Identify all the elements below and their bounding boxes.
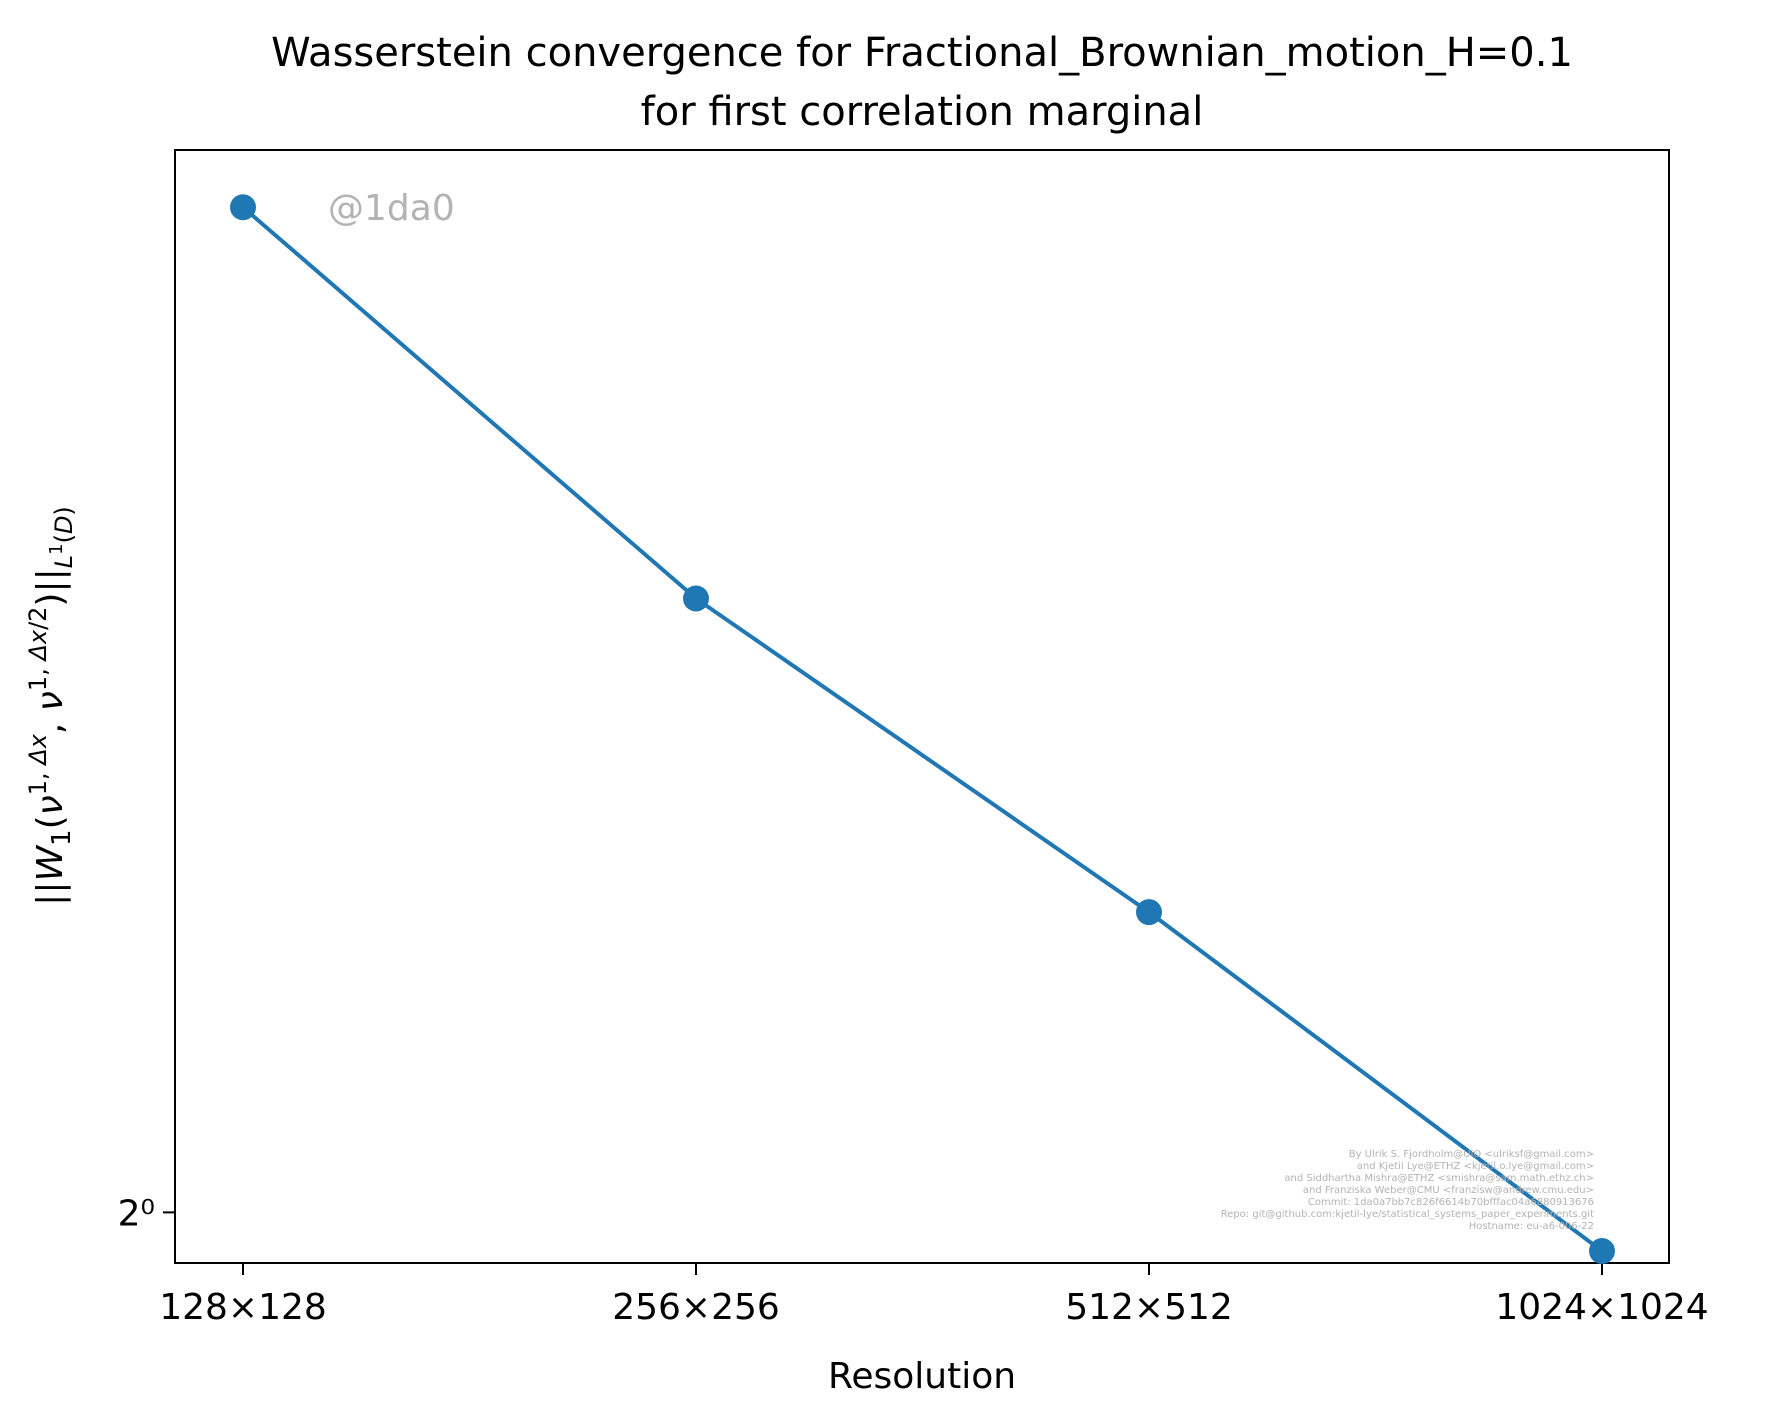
watermark-text: @1da0 [328,188,455,229]
x-axis-label: Resolution [828,1356,1016,1397]
data-point [230,194,256,221]
y-tick-label: 2⁰ [118,1193,155,1234]
x-tick-label: 128×128 [159,1287,327,1328]
credit-line: and Siddhartha Mishra@ETHZ <smishra@sam.… [1284,1173,1594,1184]
y-axis-ticks: 2⁰ [118,1193,175,1234]
data-point [1589,1238,1615,1265]
data-point [1136,899,1162,926]
chart-title-line-1: Wasserstein convergence for Fractional_B… [271,30,1573,76]
x-tick-label: 512×512 [1065,1287,1233,1328]
plot-area [174,149,1670,1264]
y-axis-label: ||W1(ν1, Δx, ν1, Δx/2)||L1(D) [24,506,78,906]
credit-line: Repo: git@github.com:kjetil-lye/statisti… [1221,1209,1594,1220]
credit-line: By Ulrik S. Fjordholm@UiO <ulriksf@gmail… [1349,1149,1594,1160]
chart-title-line-2: for first correlation marginal [641,89,1204,135]
x-tick-label: 256×256 [612,1287,780,1328]
series-line [241,205,1604,1253]
x-axis-ticks: 128×128 256×256 512×512 1024×1024 [159,1263,1709,1328]
series-layer [230,194,1615,1265]
credit-line: and Franziska Weber@CMU <franzisw@andrew… [1303,1185,1594,1196]
credits-block: By Ulrik S. Fjordholm@UiO <ulriksf@gmail… [1221,1149,1594,1232]
x-tick-label: 1024×1024 [1495,1287,1708,1328]
credit-line: Commit: 1da0a7bb7c826f6614b70bfffac04a68… [1308,1197,1594,1208]
credit-line: and Kjetil Lye@ETHZ <kjetil.o.lye@gmail.… [1357,1161,1594,1172]
credit-line: Hostname: eu-a6-006-22 [1469,1221,1594,1232]
data-point [683,585,709,612]
